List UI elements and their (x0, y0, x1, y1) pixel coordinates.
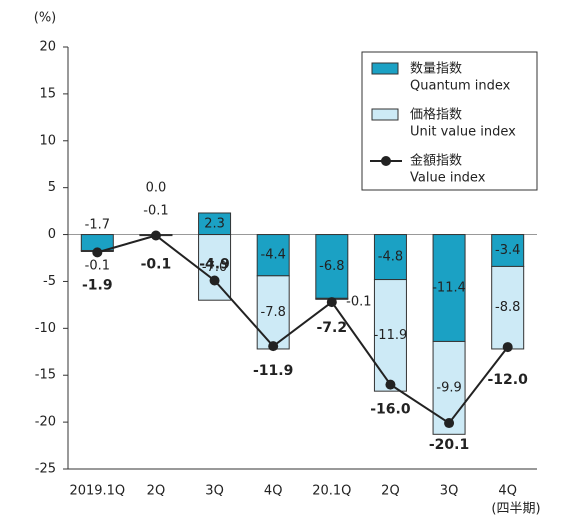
value-label: 2.3 (204, 216, 225, 231)
bar (373, 279, 407, 392)
value-line (97, 234, 509, 425)
value-point (502, 342, 513, 353)
value-label: -0.1 (143, 204, 168, 219)
bar (256, 275, 290, 350)
x-tick-label: 3Q (205, 484, 224, 499)
value-label: -11.4 (432, 281, 466, 296)
x-tick-label: 2Q (147, 484, 166, 499)
value-label: 0.0 (146, 181, 167, 196)
value-label: -7.0 (202, 260, 227, 275)
y-tick-label: 15 (39, 86, 56, 101)
value-label: -7.2 (317, 320, 348, 336)
y-tick-label: -25 (35, 462, 56, 477)
value-label: -0.1 (141, 256, 172, 272)
y-tick-label: -10 (35, 321, 56, 336)
legend-swatch (381, 156, 391, 166)
x-tick-label: 4Q (264, 484, 283, 499)
bar (256, 234, 290, 277)
bar (315, 234, 349, 299)
value-label: -7.8 (261, 305, 286, 320)
legend-label: Value index (410, 171, 486, 186)
legend-label: 数量指数 (410, 62, 462, 77)
value-label: -1.7 (85, 218, 110, 233)
legend-swatch (371, 108, 399, 121)
value-label: -11.9 (253, 363, 293, 379)
legend-label: 金額指数 (410, 153, 462, 169)
value-label: -8.8 (495, 300, 520, 315)
value-label: -0.1 (346, 295, 371, 310)
value-label: -3.4 (495, 243, 520, 258)
bar (198, 234, 232, 301)
bar (491, 265, 525, 350)
value-label: -0.1 (85, 259, 110, 274)
x-tick-label: 3Q (440, 484, 459, 499)
value-point (444, 418, 455, 429)
value-label: -20.1 (429, 437, 469, 453)
value-label: -12.0 (488, 372, 529, 388)
y-tick-label: -15 (35, 368, 56, 383)
legend-label: Quantum index (410, 79, 511, 94)
bar (491, 234, 525, 267)
x-unit: (四半期) (491, 502, 540, 517)
y-tick-label: 5 (48, 180, 56, 195)
x-tick-label: 2Q (381, 484, 400, 499)
value-point (92, 247, 103, 258)
y-tick-label: 10 (39, 133, 56, 148)
value-point (268, 341, 279, 352)
value-label: -16.0 (370, 402, 411, 418)
legend-label: 価格指数 (410, 107, 462, 123)
y-tick-label: 20 (39, 40, 56, 55)
bar (432, 234, 466, 342)
value-point (326, 297, 337, 308)
value-label: -11.9 (374, 328, 408, 343)
value-label: -9.9 (436, 380, 461, 395)
value-label: -4.9 (199, 257, 230, 273)
value-point (385, 379, 396, 390)
legend (361, 51, 538, 191)
value-point (150, 230, 161, 241)
x-tick-label: 4Q (498, 484, 517, 499)
x-tick-label: 2019.1Q (69, 484, 125, 499)
y-unit: (%) (34, 11, 57, 26)
y-tick-label: -20 (35, 415, 56, 430)
value-label: -4.4 (261, 248, 286, 263)
value-point (209, 275, 220, 286)
bar (373, 234, 407, 281)
value-label: -4.8 (378, 250, 403, 265)
legend-label: Unit value index (410, 125, 516, 140)
y-tick-label: 0 (48, 227, 56, 242)
value-label: -6.8 (319, 259, 344, 274)
y-tick-label: -5 (43, 274, 56, 289)
x-tick-label: 20.1Q (312, 484, 351, 499)
value-label: -1.9 (82, 277, 113, 293)
legend-swatch (371, 62, 399, 75)
